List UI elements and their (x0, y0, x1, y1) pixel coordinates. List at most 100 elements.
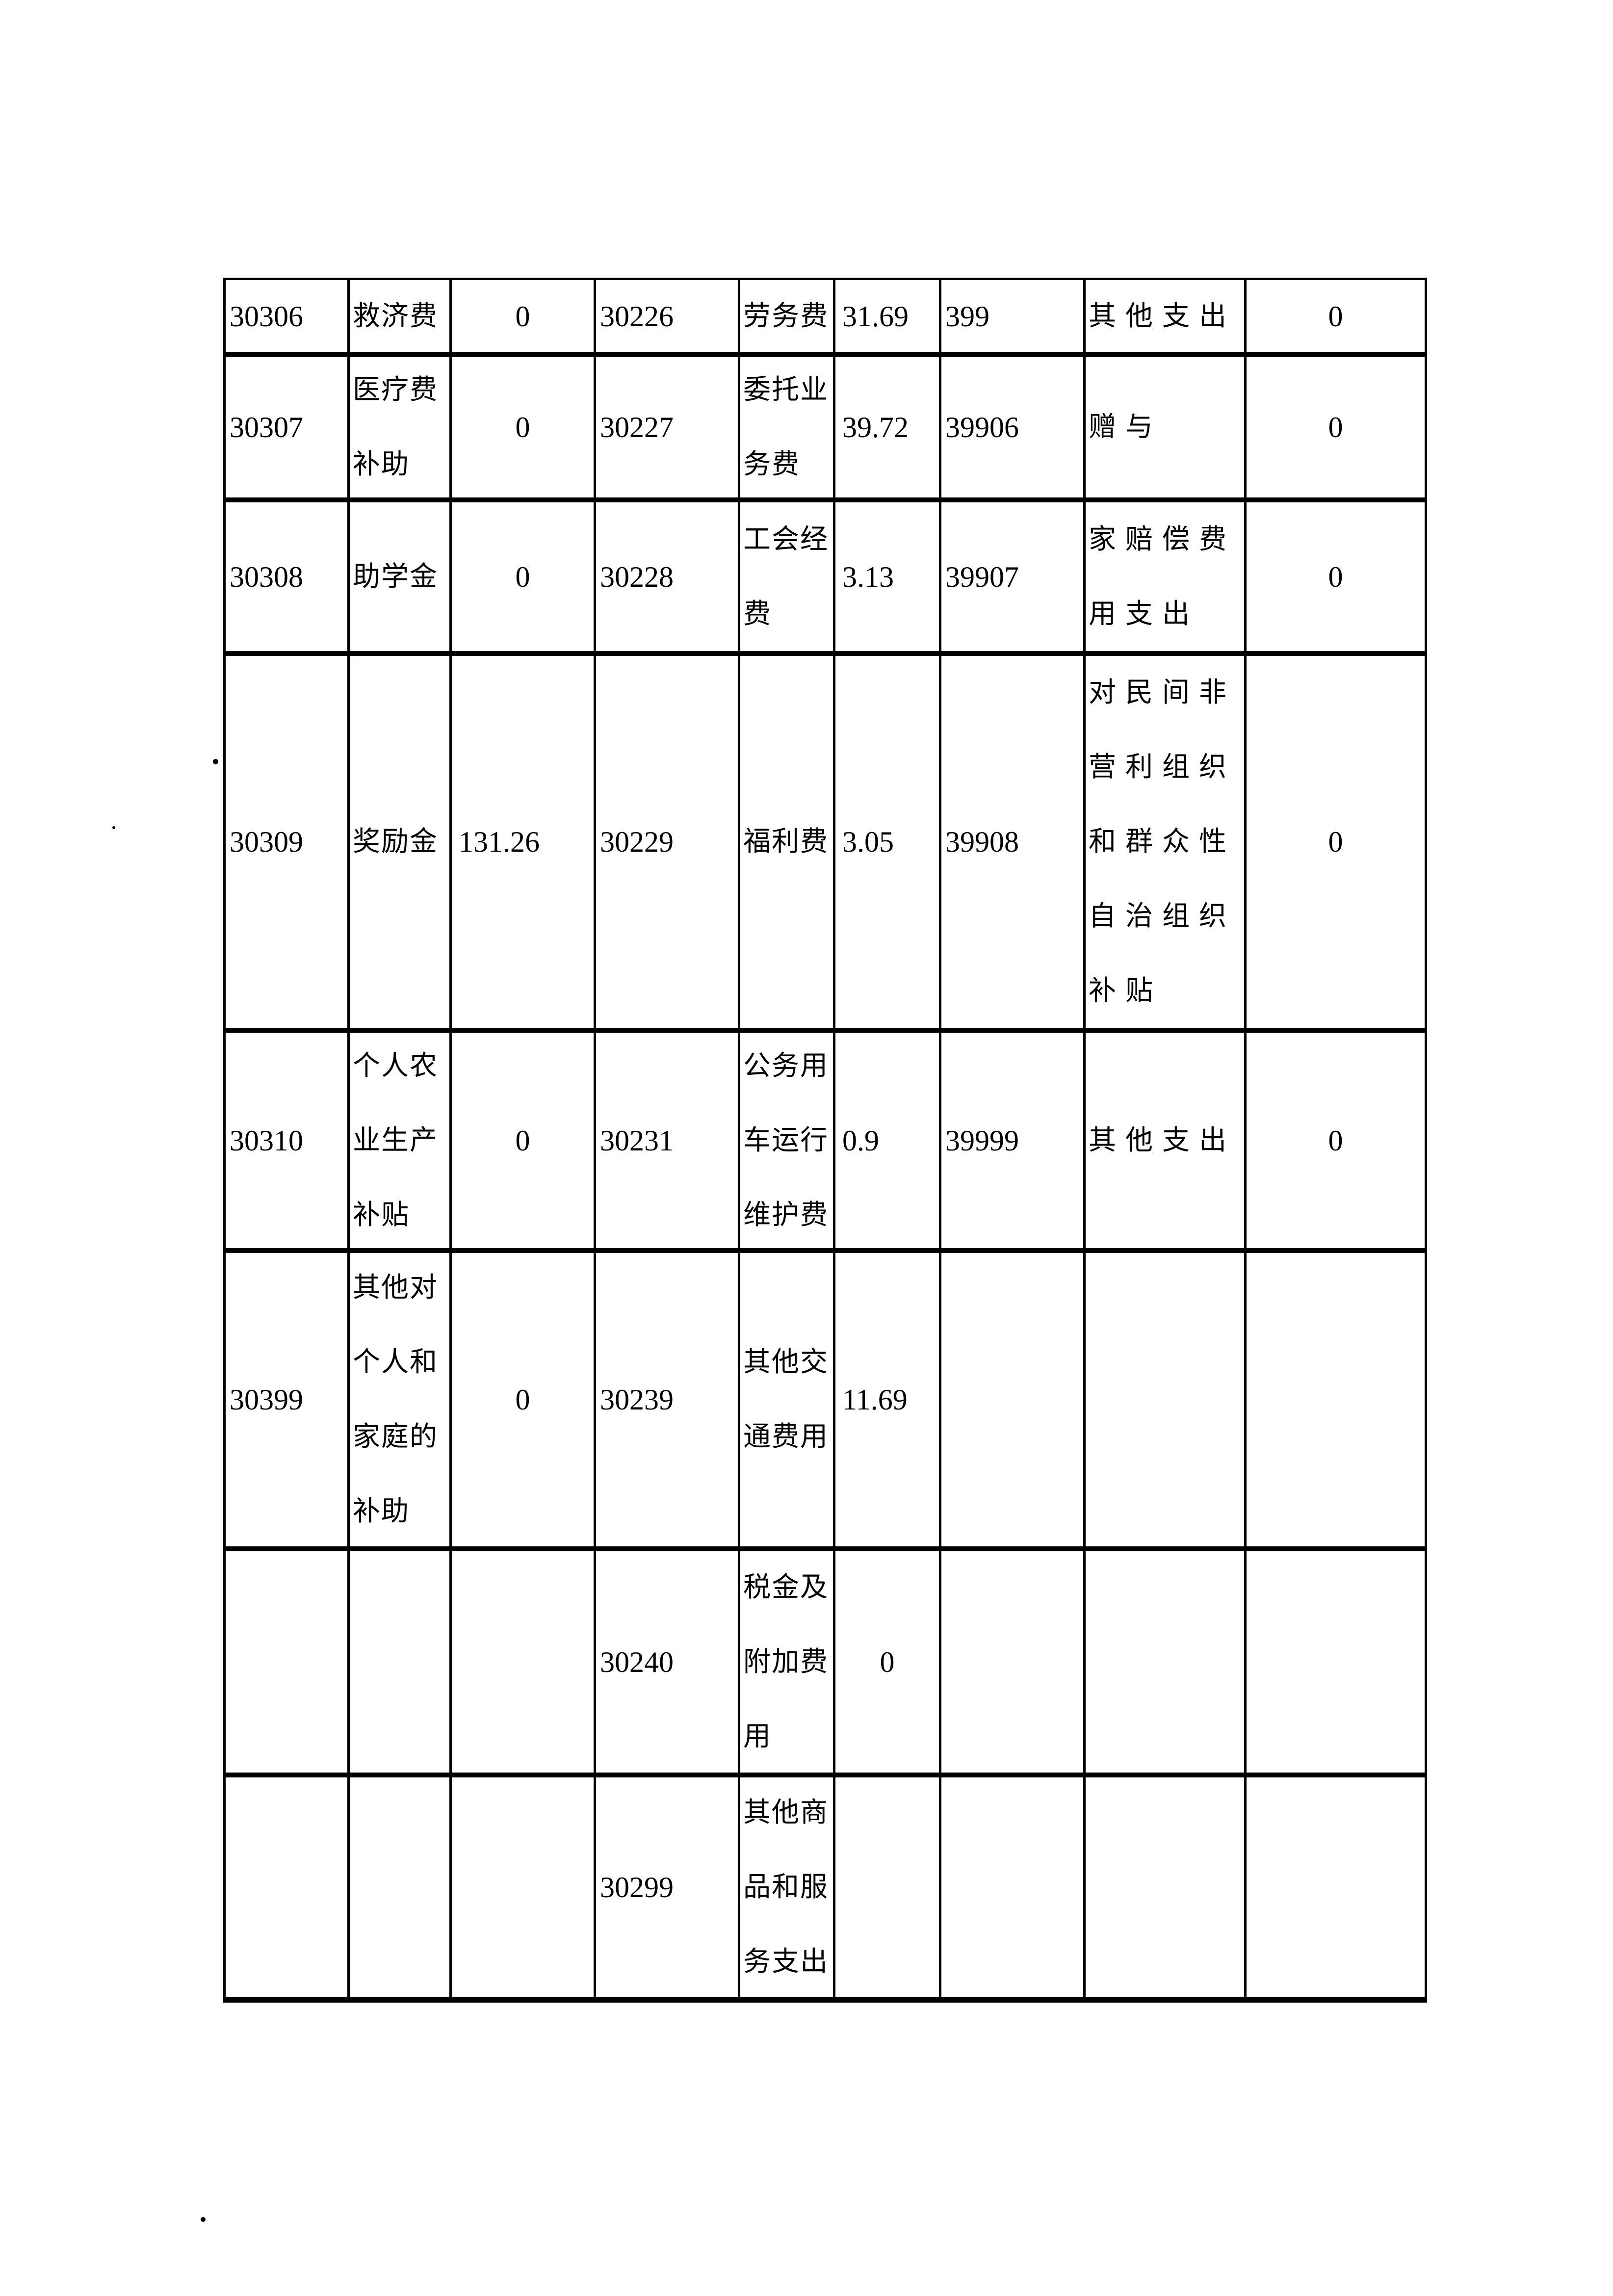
amount-text: 0 (1328, 826, 1343, 858)
table-cell-r4c7: 39908 (941, 656, 1086, 1033)
code-text: 39906 (945, 411, 1019, 444)
table-cell-r4c6: 3.05 (835, 656, 941, 1033)
table-cell-r1c5: 劳务费 (740, 280, 835, 357)
code-text: 39907 (945, 560, 1019, 593)
amount-text: 31.69 (842, 300, 909, 333)
code-text: 30310 (230, 1124, 303, 1157)
table-cell-r3c1: 30308 (226, 502, 350, 656)
amount-text: 0 (515, 300, 530, 333)
table-cell-r8c7 (941, 1777, 1086, 2003)
amount-text: 131.26 (459, 826, 540, 858)
table-cell-r6c3: 0 (452, 1253, 596, 1551)
item-name-text: 劳务费 (743, 301, 829, 332)
code-text: 39908 (945, 826, 1019, 858)
code-text: 30227 (600, 411, 674, 444)
table-cell-r7c6: 0 (835, 1551, 941, 1777)
item-name-text: 其他交 通费用 (743, 1347, 829, 1452)
budget-table: 30306 救济费 0 30226 劳务费 31.69 399 其他支出 0 30307 医疗费 补… (223, 278, 1427, 2003)
table-cell-r3c8: 家赔偿费 用支出 (1086, 502, 1247, 656)
item-name-text: 其他支出 (1089, 1125, 1236, 1156)
table-cell-r5c1: 30310 (226, 1033, 350, 1253)
table-cell-r7c2 (350, 1551, 452, 1777)
table-cell-r8c2 (350, 1777, 452, 2003)
table-cell-r1c9: 0 (1247, 280, 1427, 357)
amount-text: 0 (1328, 300, 1343, 333)
table-cell-r7c7 (941, 1551, 1086, 1777)
code-text: 30309 (230, 826, 303, 858)
table-cell-r2c5: 委托业 务费 (740, 357, 835, 502)
table-cell-r6c4: 30239 (596, 1253, 740, 1551)
amount-text: 11.69 (842, 1383, 908, 1416)
table-cell-r2c9: 0 (1247, 357, 1427, 502)
table-cell-r4c4: 30229 (596, 656, 740, 1033)
table-cell-r6c8 (1086, 1253, 1247, 1551)
table-cell-r4c5: 福利费 (740, 656, 835, 1033)
table-cell-r6c1: 30399 (226, 1253, 350, 1551)
scan-speck-1 (213, 759, 218, 764)
item-name-text: 医疗费 补助 (353, 375, 438, 480)
code-text: 30240 (600, 1645, 674, 1678)
table-cell-r8c8 (1086, 1777, 1247, 2003)
scan-speck-2 (112, 826, 115, 829)
code-text: 30239 (600, 1383, 674, 1416)
table-cell-r1c3: 0 (452, 280, 596, 357)
table-cell-r1c1: 30306 (226, 280, 350, 357)
table-cell-r1c2: 救济费 (350, 280, 452, 357)
table-cell-r8c5: 其他商 品和服 务支出 (740, 1777, 835, 2003)
amount-text: 0.9 (842, 1124, 879, 1157)
table-cell-r6c2: 其他对 个人和 家庭的 补助 (350, 1253, 452, 1551)
table-cell-r2c7: 39906 (941, 357, 1086, 502)
table-cell-r7c4: 30240 (596, 1551, 740, 1777)
table-cell-r2c8: 赠与 (1086, 357, 1247, 502)
table-cell-r2c2: 医疗费 补助 (350, 357, 452, 502)
amount-text: 0 (515, 560, 530, 593)
code-text: 30399 (230, 1383, 303, 1416)
item-name-text: 工会经 费 (743, 524, 829, 629)
code-text: 30299 (600, 1871, 674, 1904)
table-cell-r4c2: 奖励金 (350, 656, 452, 1033)
code-text: 30307 (230, 411, 303, 444)
table-cell-r8c3 (452, 1777, 596, 2003)
table-cell-r7c5: 税金及 附加费 用 (740, 1551, 835, 1777)
table-cell-r7c9 (1247, 1551, 1427, 1777)
code-text: 30231 (600, 1124, 674, 1157)
table-cell-r3c7: 39907 (941, 502, 1086, 656)
amount-text: 39.72 (842, 411, 909, 444)
table-cell-r5c8: 其他支出 (1086, 1033, 1247, 1253)
code-text: 30226 (600, 300, 674, 333)
table-cell-r4c1: 30309 (226, 656, 350, 1033)
table-cell-r3c2: 助学金 (350, 502, 452, 656)
item-name-text: 家赔偿费 用支出 (1089, 524, 1236, 629)
table-cell-r8c1 (226, 1777, 350, 2003)
table-cell-r4c3: 131.26 (452, 656, 596, 1033)
item-name-text: 税金及 附加费 用 (743, 1572, 829, 1752)
table-cell-r2c1: 30307 (226, 357, 350, 502)
amount-text: 0 (515, 1383, 530, 1416)
table-cell-r5c7: 39999 (941, 1033, 1086, 1253)
item-name-text: 对民间非 营利组织 和群众性 自治组织 补贴 (1089, 678, 1236, 1006)
amount-text: 3.13 (842, 560, 894, 593)
table-cell-r6c9 (1247, 1253, 1427, 1551)
item-name-text: 福利费 (743, 827, 829, 857)
code-text: 30306 (230, 300, 303, 333)
table-cell-r1c8: 其他支出 (1086, 280, 1247, 357)
table-cell-r8c6 (835, 1777, 941, 2003)
table-cell-r1c6: 31.69 (835, 280, 941, 357)
scan-speck-3 (201, 2217, 206, 2222)
table-cell-r4c8: 对民间非 营利组织 和群众性 自治组织 补贴 (1086, 656, 1247, 1033)
item-name-text: 救济费 (353, 301, 438, 332)
amount-text: 0 (1328, 1124, 1343, 1157)
item-name-text: 助学金 (353, 561, 438, 592)
amount-text: 0 (515, 411, 530, 444)
table-cell-r1c4: 30226 (596, 280, 740, 357)
item-name-text: 奖励金 (353, 827, 438, 857)
table-cell-r5c9: 0 (1247, 1033, 1427, 1253)
table-cell-r2c6: 39.72 (835, 357, 941, 502)
code-text: 399 (945, 300, 989, 333)
table-cell-r5c3: 0 (452, 1033, 596, 1253)
table-cell-r2c4: 30227 (596, 357, 740, 502)
table-cell-r3c9: 0 (1247, 502, 1427, 656)
table-cell-r5c2: 个人农 业生产 补贴 (350, 1033, 452, 1253)
code-text: 30228 (600, 560, 674, 593)
